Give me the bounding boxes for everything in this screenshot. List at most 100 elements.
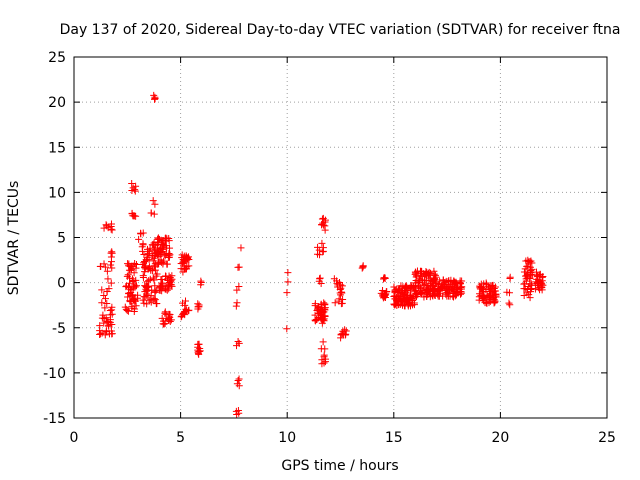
data-point — [132, 302, 140, 310]
data-point — [331, 299, 339, 307]
data-point — [358, 264, 366, 272]
data-point — [123, 272, 131, 280]
data-point — [359, 263, 367, 271]
y-tick-label: 20 — [48, 95, 66, 111]
data-point — [412, 270, 420, 278]
data-point — [283, 325, 291, 333]
data-point — [476, 282, 484, 290]
data-point — [161, 309, 169, 317]
data-point — [178, 260, 186, 268]
data-point — [396, 292, 404, 300]
data-point — [107, 249, 115, 257]
data-point — [233, 299, 241, 307]
data-point — [139, 296, 147, 304]
data-point — [490, 294, 498, 302]
data-point — [234, 377, 242, 385]
data-point — [479, 286, 487, 294]
data-point — [129, 212, 137, 220]
data-point — [132, 182, 140, 190]
data-point — [318, 239, 326, 247]
data-point — [107, 279, 115, 287]
data-point — [151, 282, 159, 290]
data-point — [319, 214, 327, 222]
data-point — [423, 292, 431, 300]
data-point — [383, 287, 391, 295]
data-point — [233, 286, 241, 294]
data-point — [318, 316, 326, 324]
data-point — [129, 262, 137, 270]
data-point — [402, 294, 410, 302]
data-point — [436, 277, 444, 285]
data-point — [140, 250, 148, 258]
data-point — [163, 244, 171, 252]
data-point — [128, 302, 136, 310]
data-point — [506, 273, 514, 281]
data-point — [337, 281, 345, 289]
data-point — [235, 282, 243, 290]
data-point — [103, 317, 111, 325]
x-tick-label: 25 — [598, 430, 616, 446]
data-point — [142, 285, 150, 293]
data-point — [391, 286, 399, 294]
data-point — [441, 286, 449, 294]
data-point — [108, 303, 116, 311]
data-point — [147, 209, 155, 217]
data-point — [102, 327, 110, 335]
data-point — [103, 222, 111, 230]
data-point — [124, 293, 132, 301]
data-point — [149, 296, 157, 304]
data-point — [488, 281, 496, 289]
data-point — [424, 281, 432, 289]
data-point — [106, 306, 114, 314]
data-point — [532, 278, 540, 286]
data-point — [161, 252, 169, 260]
data-point — [135, 235, 143, 243]
data-point — [381, 291, 389, 299]
data-point — [125, 266, 133, 274]
data-point — [321, 345, 329, 353]
data-point — [450, 277, 458, 285]
data-point — [141, 264, 149, 272]
data-point — [342, 327, 350, 335]
data-point — [150, 210, 158, 218]
data-point — [445, 276, 453, 284]
data-point — [522, 275, 530, 283]
data-point — [96, 322, 104, 330]
data-point — [318, 315, 326, 323]
data-point — [401, 287, 409, 295]
data-points — [96, 91, 547, 418]
data-point — [232, 302, 240, 310]
data-point — [182, 297, 190, 305]
data-point — [284, 269, 292, 277]
data-point — [126, 279, 134, 287]
y-tick-label: -10 — [43, 366, 66, 382]
data-point — [314, 243, 322, 251]
data-point — [392, 293, 400, 301]
data-point — [168, 275, 176, 283]
data-point — [478, 293, 486, 301]
data-point — [480, 280, 488, 288]
data-point — [144, 249, 152, 257]
data-point — [102, 221, 110, 229]
data-point — [313, 307, 321, 315]
data-point — [158, 314, 166, 322]
data-point — [128, 180, 136, 188]
data-point — [108, 310, 116, 318]
data-point — [536, 286, 544, 294]
data-point — [402, 284, 410, 292]
data-point — [409, 296, 417, 304]
data-point — [143, 251, 151, 259]
data-point — [156, 283, 164, 291]
data-point — [146, 244, 154, 252]
data-point — [177, 265, 185, 273]
data-point — [234, 263, 242, 271]
data-point — [532, 268, 540, 276]
data-point — [150, 262, 158, 270]
data-point — [157, 249, 165, 257]
data-point — [107, 220, 115, 228]
data-point — [101, 331, 109, 339]
data-point — [151, 266, 159, 274]
data-point — [107, 261, 115, 269]
data-point — [101, 304, 109, 312]
data-point — [122, 283, 130, 291]
